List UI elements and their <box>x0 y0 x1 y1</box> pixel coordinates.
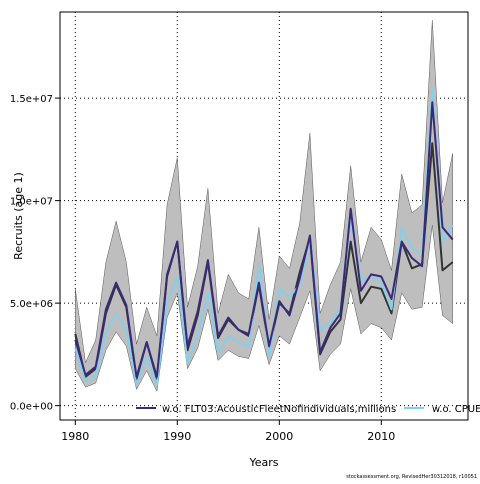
series-layer <box>74 86 454 387</box>
plot-frame <box>59 11 469 421</box>
x-tick-label-2: 2000 <box>265 430 293 443</box>
y-tick-label-0: 0.0e+00 <box>10 402 53 413</box>
y-tick-label-3: 1.5e+07 <box>10 94 53 105</box>
x-axis: 1980 1990 2000 2010 <box>61 420 395 443</box>
x-tick-label-1: 1990 <box>163 430 191 443</box>
y-tick-label-1: 5.0e+06 <box>10 299 53 310</box>
x-tick-label-3: 2010 <box>367 430 395 443</box>
footer-credit: stockassessment.org, RevisedHer30312018,… <box>346 474 477 480</box>
confidence-band-layer <box>75 20 453 393</box>
y-axis: 0.0e+00 5.0e+06 1.0e+07 1.5e+07 <box>10 94 60 413</box>
confidence-band <box>75 20 453 393</box>
y-tick-label-2: 1.0e+07 <box>10 197 53 208</box>
legend-label-cpue: w.o. CPUE <box>432 404 480 415</box>
legend: w.o. FLT03:AcousticFleetNofindividuals,m… <box>136 404 480 415</box>
x-tick-label-0: 1980 <box>61 430 89 443</box>
y-axis-label: Recruits (age 1) <box>12 172 25 260</box>
x-axis-label: Years <box>248 456 278 469</box>
series-wo-flt03 <box>74 101 454 378</box>
legend-label-flt03: w.o. FLT03:AcousticFleetNofindividuals,m… <box>162 404 396 415</box>
